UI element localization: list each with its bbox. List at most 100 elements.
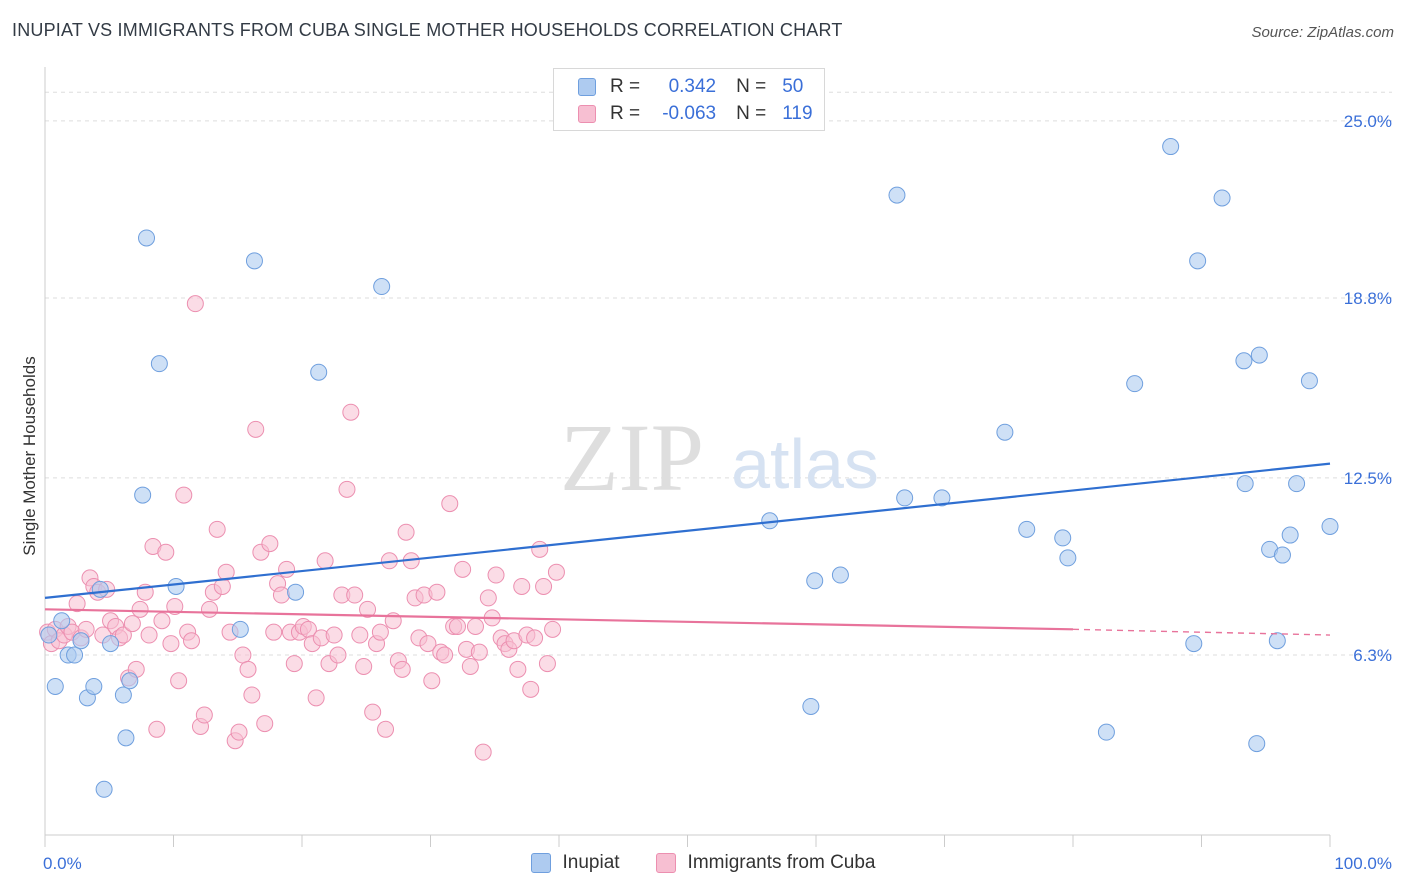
cuba-point — [247, 420, 265, 438]
inupiat-point — [1185, 635, 1203, 653]
cuba-point — [522, 680, 540, 698]
n-label: N = — [736, 76, 767, 97]
cuba-point — [256, 715, 274, 733]
cuba-point — [346, 586, 364, 604]
cuba-point — [509, 660, 527, 678]
inupiat-point — [287, 583, 305, 601]
legend-row-cuba: R = -0.063 N = 119 — [578, 102, 813, 126]
cuba-trend-extension — [1072, 628, 1331, 636]
cuba-point — [157, 543, 175, 561]
inupiat-swatch — [530, 853, 551, 873]
cuba-point — [397, 523, 415, 541]
cuba-point — [234, 646, 252, 664]
inupiat-point — [95, 780, 113, 798]
inupiat-point — [888, 186, 906, 204]
series-inupiat-points — [40, 138, 1339, 798]
cuba-point — [377, 720, 395, 738]
cuba-point — [359, 600, 377, 618]
cuba-point — [239, 660, 257, 678]
inupiat-point — [1250, 346, 1268, 364]
inupiat-point — [933, 489, 951, 507]
tick-labels: 6.3% 12.5% 18.8% 25.0% 0.0% 100.0% Single Moth… — [20, 112, 1392, 873]
cuba-point — [474, 743, 492, 761]
cuba-point — [428, 583, 446, 601]
inupiat-trend-line — [44, 462, 1331, 599]
cuba-point — [140, 626, 158, 644]
r-label: R = — [610, 76, 641, 97]
cuba-point — [441, 495, 459, 513]
cuba-point — [114, 626, 132, 644]
cuba-point — [230, 723, 248, 741]
chart-title: INUPIAT VS IMMIGRANTS FROM CUBA SINGLE M… — [12, 20, 843, 40]
cuba-point — [454, 560, 472, 578]
inupiat-point — [53, 612, 71, 630]
cuba-point — [535, 577, 553, 595]
legend-label-cuba: Immigrants from Cuba — [687, 852, 876, 873]
legend-row-inupiat: R = 0.342 N = 50 — [578, 75, 803, 99]
inupiat-point — [1321, 517, 1339, 535]
cuba-point — [131, 600, 149, 618]
cuba-point — [325, 626, 343, 644]
cuba-point — [479, 589, 497, 607]
cuba-point — [261, 535, 279, 553]
inupiat-point — [1189, 252, 1207, 270]
source-label: Source: ZipAtlas.com — [1251, 24, 1394, 41]
cuba-point — [166, 597, 184, 615]
cuba-point — [371, 623, 389, 641]
n-value: 50 — [782, 76, 804, 97]
inupiat-point — [91, 580, 109, 598]
inupiat-point — [46, 677, 64, 695]
y-tick-label: 25.0% — [1344, 112, 1392, 131]
cuba-point — [364, 703, 382, 721]
inupiat-point — [831, 566, 849, 584]
cuba-swatch — [655, 853, 676, 873]
inupiat-point — [40, 626, 58, 644]
cuba-point — [423, 672, 441, 690]
cuba-point — [195, 706, 213, 724]
cuba-point — [208, 520, 226, 538]
inupiat-point — [245, 252, 263, 270]
inupiat-point — [802, 697, 820, 715]
cuba-point — [342, 403, 360, 421]
inupiat-point — [1300, 372, 1318, 390]
cuba-point — [285, 655, 303, 673]
inupiat-point — [1162, 138, 1180, 156]
cuba-point — [393, 660, 411, 678]
inupiat-point — [167, 577, 185, 595]
inupiat-point — [121, 672, 139, 690]
cuba-point — [186, 295, 204, 313]
inupiat-point — [66, 646, 84, 664]
inupiat-point — [373, 278, 391, 296]
y-tick-label: 18.8% — [1344, 289, 1392, 308]
cuba-point — [148, 720, 166, 738]
cuba-point — [153, 612, 171, 630]
inupiat-point — [72, 632, 90, 650]
inupiat-point — [138, 229, 156, 247]
legend-item-cuba[interactable]: Immigrants from Cuba — [655, 852, 876, 874]
inupiat-swatch — [578, 78, 596, 96]
y-axis-label: Single Mother Households — [20, 356, 39, 555]
inupiat-point — [231, 620, 249, 638]
cuba-point — [526, 629, 544, 647]
inupiat-point — [1213, 189, 1231, 207]
cuba-point — [461, 657, 479, 675]
cuba-trend-line — [44, 608, 1074, 631]
legend-item-inupiat[interactable]: Inupiat — [530, 852, 620, 874]
cuba-point — [513, 577, 531, 595]
cuba-point — [547, 563, 565, 581]
inupiat-point — [1235, 352, 1253, 370]
cuba-point — [170, 672, 188, 690]
cuba-point — [338, 480, 356, 498]
cuba-point — [487, 566, 505, 584]
inupiat-point — [1273, 546, 1291, 564]
cuba-point — [217, 563, 235, 581]
inupiat-point — [134, 486, 152, 504]
inupiat-point — [102, 635, 120, 653]
cuba-point — [419, 635, 437, 653]
r-value: -0.063 — [662, 103, 717, 124]
watermark-zip: ZIP — [560, 404, 704, 511]
cuba-point — [307, 689, 325, 707]
inupiat-point — [85, 677, 103, 695]
inupiat-point — [1126, 375, 1144, 393]
r-value: 0.342 — [668, 76, 717, 97]
